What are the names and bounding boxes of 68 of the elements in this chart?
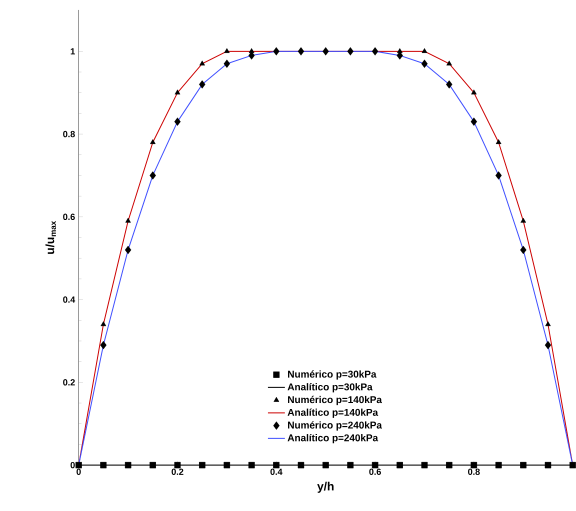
point bbox=[322, 462, 329, 468]
point bbox=[150, 139, 156, 144]
point bbox=[471, 90, 477, 94]
point bbox=[520, 246, 526, 254]
point bbox=[396, 462, 403, 468]
point bbox=[520, 218, 526, 223]
point bbox=[470, 462, 478, 468]
point bbox=[273, 47, 280, 56]
point bbox=[224, 60, 230, 68]
point bbox=[76, 462, 82, 468]
point bbox=[446, 80, 452, 89]
point bbox=[100, 321, 106, 326]
legend-label: Analítico p=240kPa bbox=[288, 434, 378, 444]
point bbox=[248, 462, 255, 468]
y-tick-label: 0.4 bbox=[63, 296, 76, 303]
point bbox=[496, 139, 502, 144]
point bbox=[174, 462, 181, 468]
point bbox=[273, 462, 280, 468]
point bbox=[174, 118, 181, 126]
y-tick-label: 0 bbox=[70, 462, 75, 468]
point bbox=[124, 462, 132, 468]
point bbox=[224, 48, 230, 54]
point bbox=[495, 171, 502, 180]
point bbox=[100, 340, 107, 350]
point bbox=[298, 462, 304, 468]
point bbox=[298, 47, 304, 56]
y-tick-label: 0.2 bbox=[63, 379, 75, 386]
point bbox=[495, 462, 502, 468]
point bbox=[224, 462, 230, 468]
point bbox=[347, 462, 354, 468]
point bbox=[322, 47, 329, 56]
point bbox=[199, 80, 206, 89]
point bbox=[421, 60, 428, 68]
point bbox=[520, 462, 526, 468]
x-tick-label: 0.6 bbox=[369, 468, 381, 475]
point bbox=[421, 462, 428, 468]
legend-label: Analítico p=140kPa bbox=[288, 408, 378, 418]
y-axis-title: u/u$_{max}$ bbox=[45, 220, 56, 254]
legend-label: Numérico p=240kPa bbox=[288, 421, 382, 431]
point bbox=[544, 462, 552, 468]
x-tick-label: 0.4 bbox=[270, 468, 282, 475]
point bbox=[446, 462, 452, 468]
point bbox=[422, 48, 428, 54]
point bbox=[125, 218, 131, 223]
point bbox=[545, 321, 551, 326]
legend-label: Numérico p=140kPa bbox=[288, 396, 382, 406]
point bbox=[100, 462, 107, 468]
x-tick-label: 0.2 bbox=[172, 468, 184, 475]
y-tick-label: 0.6 bbox=[63, 214, 75, 220]
point bbox=[544, 340, 552, 350]
point bbox=[347, 47, 354, 56]
point bbox=[199, 60, 205, 66]
point bbox=[470, 118, 478, 126]
point bbox=[150, 462, 156, 468]
legend-label: Analítico p=30kPa bbox=[288, 383, 373, 392]
x-tick-label: 0.8 bbox=[468, 468, 480, 475]
x-tick-label: 0 bbox=[76, 468, 81, 475]
point bbox=[372, 462, 378, 468]
x-axis-title: y/h bbox=[317, 482, 334, 493]
point bbox=[124, 246, 132, 254]
point bbox=[150, 171, 156, 180]
y-tick-label: 0.8 bbox=[63, 130, 75, 138]
legend-label: Numérico p=30kPa bbox=[288, 370, 376, 380]
point bbox=[372, 47, 378, 56]
point bbox=[199, 462, 206, 468]
point bbox=[446, 60, 452, 66]
y-tick-label: 1 bbox=[70, 48, 75, 54]
point bbox=[174, 90, 180, 94]
